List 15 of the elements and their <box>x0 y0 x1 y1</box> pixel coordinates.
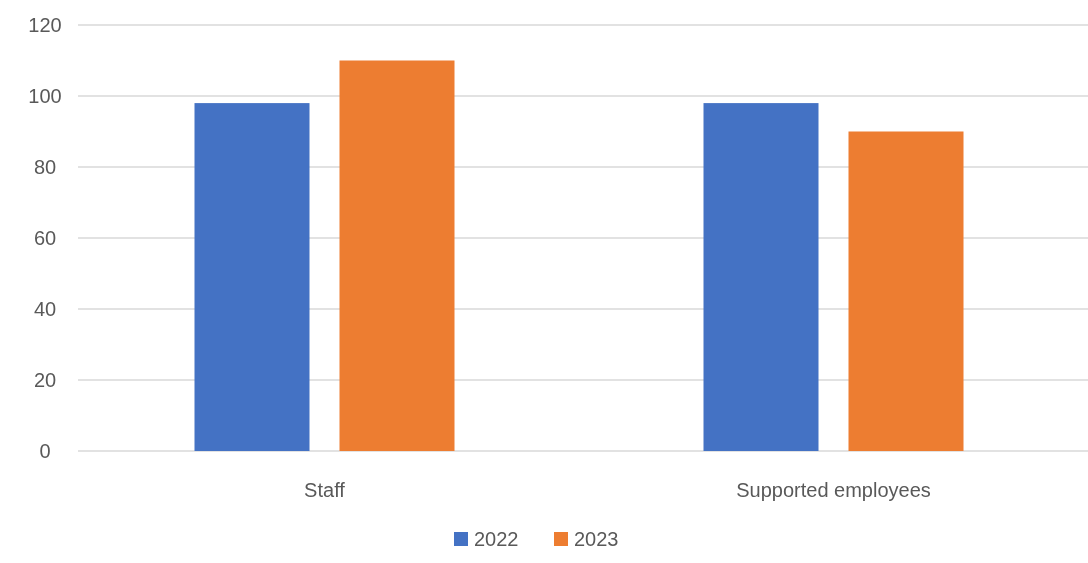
y-tick-label: 100 <box>28 85 62 107</box>
y-tick-label: 80 <box>33 156 57 178</box>
bar <box>703 103 819 451</box>
legend-label: 2023 <box>574 528 619 550</box>
y-tick-label: 20 <box>33 369 57 391</box>
x-tick-label: Supported employees <box>736 479 931 501</box>
x-tick-label: Staff <box>304 479 346 501</box>
bar <box>339 60 455 451</box>
bar <box>194 103 310 451</box>
y-tick-label: 0 <box>39 440 51 462</box>
y-tick-label: 60 <box>33 227 57 249</box>
y-tick-label: 120 <box>28 14 62 36</box>
bar <box>848 131 964 451</box>
y-tick-label: 40 <box>33 298 57 320</box>
legend-label: 2022 <box>474 528 519 550</box>
